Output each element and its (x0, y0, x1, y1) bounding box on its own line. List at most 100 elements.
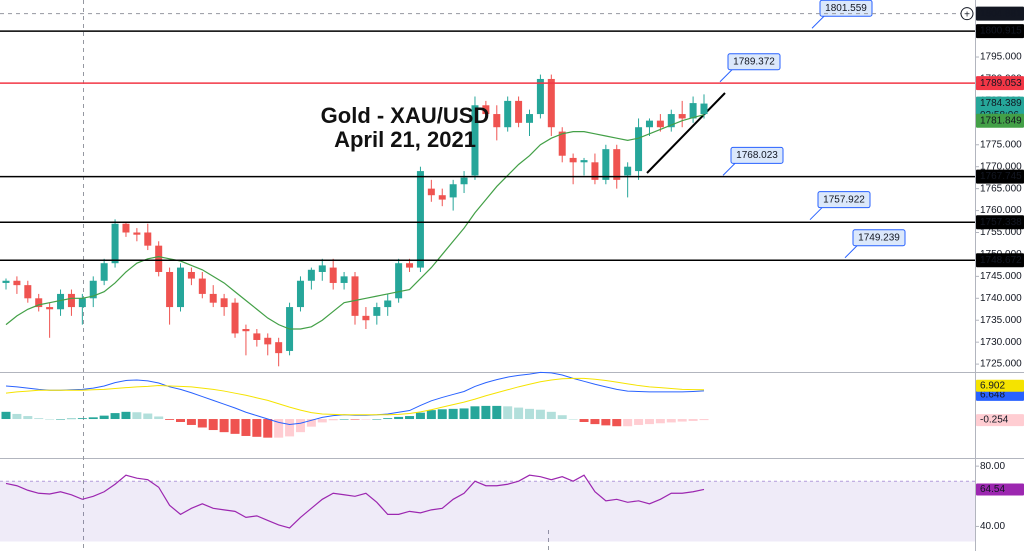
callout-leader (719, 69, 733, 83)
crosshair-label-bg (976, 6, 1024, 21)
histogram-bar (437, 409, 447, 420)
candle-body (482, 105, 490, 115)
trend-line (646, 92, 726, 174)
histogram-bar (88, 417, 98, 420)
series-label-bg (976, 388, 1024, 401)
candle-body (155, 245, 163, 272)
histogram-bar (165, 419, 175, 420)
level-label-bg (976, 253, 1024, 268)
histogram-bar (339, 419, 349, 420)
histogram-bar (503, 406, 513, 420)
histogram-bar (677, 419, 687, 422)
y-tick-label: 1770.000 (980, 161, 1022, 172)
series-label: 6.648 (980, 390, 1005, 401)
level-label-bg (976, 215, 1024, 230)
candle-body (35, 298, 43, 308)
candle-body (416, 171, 424, 268)
candle-body (187, 271, 195, 279)
candle-body (46, 307, 54, 310)
level-label: 1767.745 (980, 171, 1022, 182)
histogram-bar (328, 419, 338, 421)
level-label: 1789.053 (980, 78, 1022, 89)
candle-body (133, 232, 141, 235)
candle-body (471, 105, 479, 176)
candle-body (493, 114, 501, 128)
histogram-bar (99, 415, 109, 420)
histogram-bar (361, 419, 371, 420)
callout-label: 1789.372 (733, 56, 775, 67)
candle-body (144, 232, 152, 246)
ma-label: 1781.849 (980, 115, 1022, 126)
histogram-bar (601, 419, 611, 426)
level-label: 1800.915 (980, 26, 1022, 37)
histogram-bar (557, 415, 567, 420)
candle-body (329, 267, 337, 283)
histogram-bar (285, 419, 295, 437)
candle-body (384, 300, 392, 308)
histogram-bar (666, 419, 676, 423)
candle-body (558, 131, 566, 156)
histogram-bar (623, 419, 633, 427)
y-tick-label: 1740.000 (980, 293, 1022, 304)
histogram-bar (383, 418, 393, 420)
histogram-bar (241, 419, 251, 436)
candle-body (536, 78, 544, 115)
candle-body (209, 293, 217, 303)
candle-body (438, 195, 446, 200)
candle-body (264, 337, 272, 345)
histogram-bar (306, 419, 316, 427)
histogram-bar (66, 418, 76, 420)
add-alert-button[interactable] (960, 7, 974, 21)
rsi-label: 64.54 (980, 484, 1005, 495)
histogram-bar (448, 408, 458, 420)
candle-body (340, 276, 348, 283)
candle-body (2, 280, 10, 283)
histogram-label: -0.254 (980, 415, 1009, 426)
y-tick-label: 1725.000 (980, 359, 1022, 370)
y-tick-label: 1755.000 (980, 227, 1022, 238)
histogram-bar (481, 405, 491, 420)
histogram-bar (132, 412, 142, 420)
candle-body (78, 298, 86, 308)
candle-body (547, 78, 555, 128)
level-label: 1748.672 (980, 255, 1022, 266)
histogram-bar (143, 413, 153, 420)
callout-leader (809, 207, 823, 221)
y-tick-label: 1775.000 (980, 139, 1022, 150)
level-label-bg (976, 24, 1024, 39)
series-label-bg (976, 379, 1024, 392)
histogram-bar (470, 406, 480, 420)
histogram-bar (415, 412, 425, 420)
candle-body (689, 103, 697, 119)
candle-body (602, 149, 610, 180)
callout-box (727, 53, 781, 71)
candle-body (362, 315, 370, 321)
series-label: 6.902 (980, 380, 1005, 391)
last-price: 1784.389 (980, 98, 1022, 109)
candle-body (373, 307, 381, 316)
candle-body (449, 184, 457, 198)
histogram-bar (535, 409, 545, 420)
histogram-bar (110, 413, 120, 420)
candle-body (67, 293, 75, 308)
histogram-bar (154, 416, 164, 420)
histogram-bar (459, 408, 469, 420)
histogram-bar (274, 419, 284, 438)
candle-body (645, 120, 653, 128)
histogram-bar (45, 419, 55, 420)
candle-body (122, 223, 130, 233)
candle-body (667, 114, 675, 128)
histogram-bar (634, 419, 644, 425)
y-tick-label: 1795.000 (980, 52, 1022, 63)
histogram-bar (699, 419, 709, 421)
candle-body (307, 269, 315, 281)
candle-body (57, 293, 65, 310)
y-tick-label: 1735.000 (980, 315, 1022, 326)
histogram-bar (644, 419, 654, 425)
histogram-bar (186, 419, 196, 425)
candle-body (177, 267, 184, 308)
histogram-bar (317, 419, 327, 423)
candle-body (220, 298, 228, 308)
callout-leader (811, 15, 825, 29)
